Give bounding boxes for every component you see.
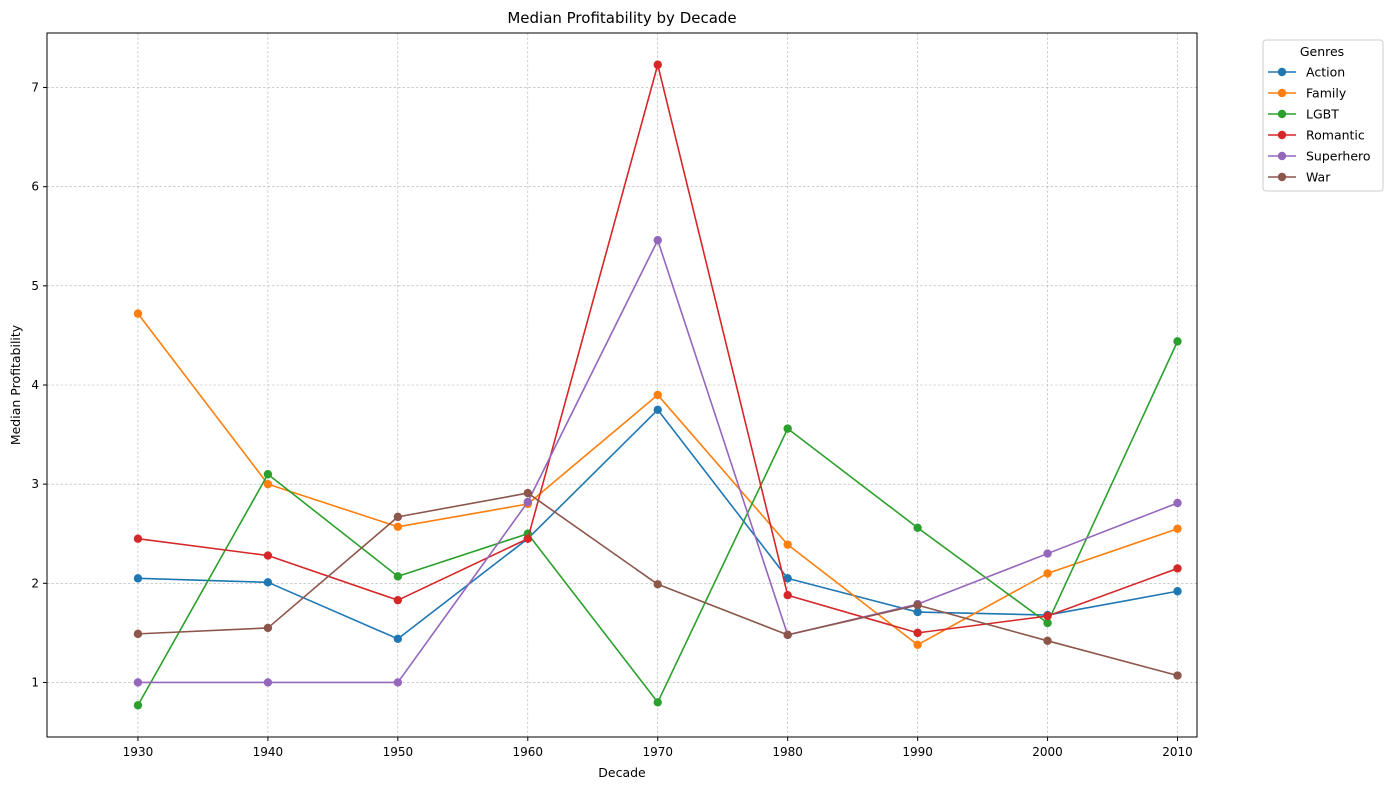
data-point-romantic	[133, 534, 143, 543]
data-point-lgbt	[263, 470, 273, 479]
data-point-action	[133, 574, 143, 583]
series-war	[133, 488, 1182, 680]
legend-entry-lgbt: LGBT	[1268, 107, 1339, 122]
y-tick-label: 7	[31, 81, 39, 95]
data-point-action	[783, 574, 792, 583]
x-tick-label: 1990	[902, 745, 933, 759]
legend-label: Romantic	[1306, 128, 1365, 143]
legend-label: LGBT	[1306, 107, 1339, 122]
data-point-war	[653, 580, 662, 589]
data-point-war	[523, 488, 532, 498]
legend-title: Genres	[1300, 44, 1344, 59]
legend-entry-superhero: Superhero	[1268, 149, 1371, 164]
legend-swatch-marker	[1277, 88, 1287, 98]
x-tick-label: 1960	[513, 745, 544, 759]
series-romantic	[133, 60, 1182, 638]
data-point-war	[1043, 636, 1052, 646]
data-point-family	[133, 309, 143, 318]
data-point-superhero	[523, 497, 532, 507]
grid	[47, 33, 1197, 737]
data-point-lgbt	[783, 424, 792, 433]
data-point-romantic	[1043, 611, 1052, 621]
data-point-action	[653, 405, 662, 414]
data-point-lgbt	[393, 572, 403, 581]
legend-swatch-marker	[1277, 151, 1287, 161]
data-point-romantic	[653, 60, 662, 69]
data-point-romantic	[263, 551, 273, 560]
data-point-war	[393, 512, 403, 522]
y-axis-label: Median Profitability	[8, 324, 23, 445]
data-point-superhero	[653, 236, 662, 245]
data-point-family	[263, 479, 273, 489]
data-point-romantic	[393, 595, 403, 605]
legend-swatch-marker	[1277, 109, 1287, 119]
data-point-lgbt	[1173, 337, 1182, 346]
legend-entry-romantic: Romantic	[1268, 128, 1365, 143]
data-point-lgbt	[133, 701, 143, 710]
data-point-action	[393, 634, 403, 644]
x-tick-label: 1970	[642, 745, 673, 759]
legend-items: Action Family LGBT Romantic Superhero War	[1268, 65, 1371, 185]
legend-swatch-marker	[1277, 67, 1287, 77]
legend-label: Family	[1306, 86, 1347, 101]
y-tick-label: 1	[31, 675, 39, 689]
data-point-family	[783, 540, 792, 549]
data-point-romantic	[523, 534, 532, 543]
y-tick-label: 6	[31, 180, 39, 194]
legend-label: War	[1306, 170, 1331, 185]
legend-swatch-marker	[1277, 172, 1287, 182]
series-family	[133, 309, 1182, 649]
y-tick-label: 4	[31, 378, 39, 392]
data-point-family	[393, 522, 403, 531]
legend-entry-family: Family	[1268, 86, 1347, 101]
data-point-family	[1173, 524, 1182, 533]
data-point-family	[653, 390, 662, 400]
x-tick-label: 2010	[1162, 745, 1193, 759]
data-point-war	[913, 600, 922, 610]
legend-entry-war: War	[1268, 170, 1331, 185]
chart-title: Median Profitability by Decade	[507, 9, 736, 27]
data-point-war	[1173, 671, 1182, 680]
data-point-romantic	[1173, 564, 1182, 573]
data-point-romantic	[913, 628, 922, 638]
data-point-war	[263, 623, 273, 633]
legend-entry-action: Action	[1268, 65, 1345, 80]
data-point-family	[1043, 569, 1052, 578]
x-axis-label: Decade	[598, 765, 646, 780]
legend-box	[1262, 39, 1384, 192]
legend: Genres Action Family LGBT Romantic Superhero…	[1262, 39, 1384, 192]
data-point-war	[783, 630, 792, 640]
data-point-action	[913, 607, 922, 617]
data-point-superhero	[263, 678, 273, 687]
legend-swatch-marker	[1277, 130, 1287, 140]
legend-label: Superhero	[1306, 149, 1371, 164]
data-point-superhero	[393, 678, 403, 687]
data-point-family	[913, 640, 922, 649]
x-tick-label: 1980	[772, 745, 803, 759]
y-tick-label: 3	[31, 477, 39, 491]
data-point-lgbt	[1043, 618, 1052, 628]
data-point-war	[133, 629, 143, 639]
series-lgbt	[133, 337, 1182, 710]
series-layer	[133, 60, 1182, 710]
x-tick-label: 2000	[1032, 745, 1063, 759]
x-tick-label: 1930	[123, 745, 154, 759]
legend-label: Action	[1306, 65, 1345, 80]
data-point-action	[1173, 587, 1182, 596]
data-point-romantic	[783, 591, 792, 600]
x-tick-label: 1940	[253, 745, 284, 759]
x-tick-label: 1950	[383, 745, 414, 759]
y-tick-label: 5	[31, 279, 39, 293]
y-axis: 1 2 3 4 5 6 7	[31, 81, 47, 689]
data-point-superhero	[1043, 549, 1052, 558]
data-point-superhero	[1173, 498, 1182, 508]
data-point-superhero	[133, 678, 143, 687]
data-point-action	[263, 578, 273, 587]
data-point-lgbt	[653, 698, 662, 707]
x-axis: 1930 1940 1950 1960 1970 1980 1990 2000 2010	[123, 737, 1193, 759]
y-tick-label: 2	[31, 576, 39, 590]
data-point-lgbt	[913, 523, 922, 532]
